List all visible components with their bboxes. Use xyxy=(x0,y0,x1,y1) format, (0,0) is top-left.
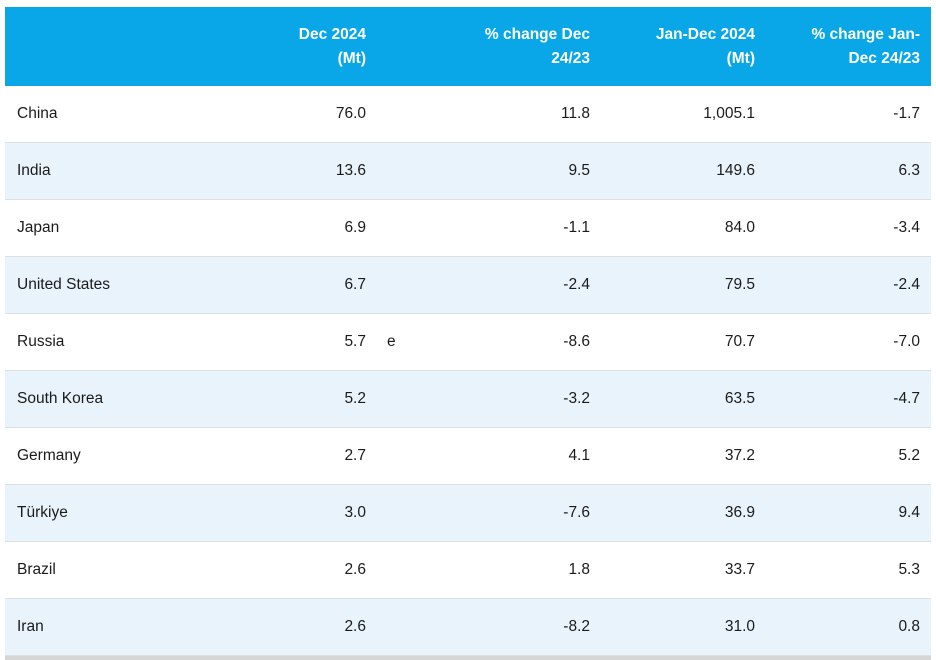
pct-change-jan-dec-cell: -3.4 xyxy=(755,199,931,257)
pct-change-jan-dec-cell: -2.4 xyxy=(755,256,931,314)
jan-dec-mt-cell: 1,005.1 xyxy=(590,86,755,143)
flag-cell xyxy=(366,142,406,200)
jan-dec-mt-cell: 33.7 xyxy=(590,541,755,599)
column-header-country xyxy=(5,7,205,86)
column-header-dec-2024-mt: Dec 2024 (Mt) xyxy=(205,7,366,86)
column-header-line: Dec 2024 xyxy=(298,25,366,43)
pct-change-dec-cell: 4.1 xyxy=(406,427,590,485)
jan-dec-mt-cell: 63.5 xyxy=(590,370,755,428)
pct-change-jan-dec-cell: 6.3 xyxy=(755,142,931,200)
column-header-jan-dec-2024-mt: Jan-Dec 2024 (Mt) xyxy=(590,7,755,86)
flag-cell xyxy=(366,484,406,542)
flag-cell xyxy=(366,256,406,314)
pct-change-jan-dec-cell: 5.2 xyxy=(755,427,931,485)
table-row: India 13.6 9.5 149.6 6.3 xyxy=(5,142,931,200)
table-row: South Korea 5.2 -3.2 63.5 -4.7 xyxy=(5,370,931,428)
flag-cell xyxy=(366,598,406,656)
country-cell: United States xyxy=(5,256,205,314)
jan-dec-mt-cell: 36.9 xyxy=(590,484,755,542)
pct-change-dec-cell: -8.2 xyxy=(406,598,590,656)
dec-mt-cell: 6.9 xyxy=(205,199,366,257)
jan-dec-mt-cell: 149.6 xyxy=(590,142,755,200)
column-header-line: Dec 24/23 xyxy=(848,49,920,67)
dec-mt-cell: 76.0 xyxy=(205,86,366,143)
pct-change-dec-cell: 9.5 xyxy=(406,142,590,200)
dec-mt-cell: 2.7 xyxy=(205,427,366,485)
table-row: Germany 2.7 4.1 37.2 5.2 xyxy=(5,427,931,485)
table-row: United States 6.7 -2.4 79.5 -2.4 xyxy=(5,256,931,314)
dec-mt-cell: 3.0 xyxy=(205,484,366,542)
pct-change-jan-dec-cell: -1.7 xyxy=(755,86,931,143)
pct-change-jan-dec-cell: 5.3 xyxy=(755,541,931,599)
column-header-line: Jan-Dec 2024 xyxy=(655,25,755,43)
dec-mt-cell: 2.6 xyxy=(205,541,366,599)
dec-mt-cell: 5.2 xyxy=(205,370,366,428)
column-header-pct-change-dec: % change Dec 24/23 xyxy=(406,7,590,86)
jan-dec-mt-cell: 37.2 xyxy=(590,427,755,485)
pct-change-jan-dec-cell: 9.4 xyxy=(755,484,931,542)
country-cell: Russia xyxy=(5,313,205,371)
country-cell: Iran xyxy=(5,598,205,656)
flag-cell: e xyxy=(366,313,406,371)
steel-production-table: Dec 2024 (Mt) % change Dec 24/23 Jan-Dec… xyxy=(5,7,931,656)
pct-change-dec-cell: -1.1 xyxy=(406,199,590,257)
jan-dec-mt-cell: 31.0 xyxy=(590,598,755,656)
bottom-divider xyxy=(5,656,931,660)
jan-dec-mt-cell: 84.0 xyxy=(590,199,755,257)
column-header-pct-change-jan-dec: % change Jan- Dec 24/23 xyxy=(755,7,931,86)
jan-dec-mt-cell: 79.5 xyxy=(590,256,755,314)
country-cell: Japan xyxy=(5,199,205,257)
flag-cell xyxy=(366,370,406,428)
country-cell: South Korea xyxy=(5,370,205,428)
dec-mt-cell: 13.6 xyxy=(205,142,366,200)
pct-change-dec-cell: 11.8 xyxy=(406,86,590,143)
country-cell: India xyxy=(5,142,205,200)
flag-cell xyxy=(366,541,406,599)
table-row: Japan 6.9 -1.1 84.0 -3.4 xyxy=(5,199,931,257)
column-header-line: % change Dec xyxy=(484,25,590,43)
table-row: China 76.0 11.8 1,005.1 -1.7 xyxy=(5,86,931,143)
flag-cell xyxy=(366,427,406,485)
country-cell: Türkiye xyxy=(5,484,205,542)
table-row: Türkiye 3.0 -7.6 36.9 9.4 xyxy=(5,484,931,542)
table-row: Iran 2.6 -8.2 31.0 0.8 xyxy=(5,598,931,656)
column-header-flag xyxy=(366,7,406,86)
pct-change-jan-dec-cell: -4.7 xyxy=(755,370,931,428)
column-header-line: % change Jan- xyxy=(811,25,920,43)
dec-mt-cell: 6.7 xyxy=(205,256,366,314)
country-cell: Germany xyxy=(5,427,205,485)
pct-change-jan-dec-cell: -7.0 xyxy=(755,313,931,371)
flag-cell xyxy=(366,86,406,143)
table-row: Brazil 2.6 1.8 33.7 5.3 xyxy=(5,541,931,599)
table-row: Russia 5.7 e -8.6 70.7 -7.0 xyxy=(5,313,931,371)
pct-change-dec-cell: -3.2 xyxy=(406,370,590,428)
dec-mt-cell: 2.6 xyxy=(205,598,366,656)
flag-cell xyxy=(366,199,406,257)
country-cell: China xyxy=(5,86,205,143)
pct-change-dec-cell: -8.6 xyxy=(406,313,590,371)
pct-change-dec-cell: -7.6 xyxy=(406,484,590,542)
pct-change-jan-dec-cell: 0.8 xyxy=(755,598,931,656)
column-header-line: 24/23 xyxy=(551,49,590,67)
country-cell: Brazil xyxy=(5,541,205,599)
jan-dec-mt-cell: 70.7 xyxy=(590,313,755,371)
table-header-row: Dec 2024 (Mt) % change Dec 24/23 Jan-Dec… xyxy=(5,7,931,86)
column-header-line: (Mt) xyxy=(726,49,755,67)
dec-mt-cell: 5.7 xyxy=(205,313,366,371)
column-header-line: (Mt) xyxy=(337,49,366,67)
pct-change-dec-cell: -2.4 xyxy=(406,256,590,314)
pct-change-dec-cell: 1.8 xyxy=(406,541,590,599)
